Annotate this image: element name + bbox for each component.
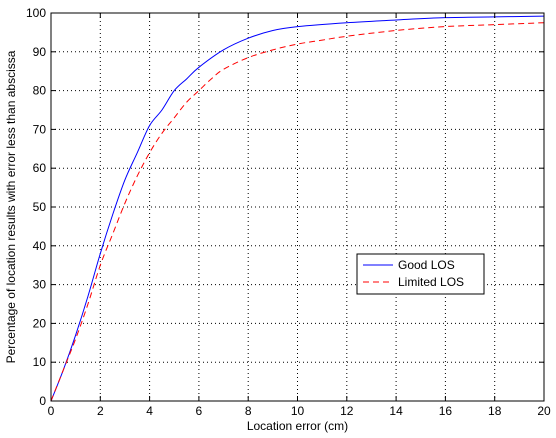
x-tick-label: 16 (439, 404, 453, 418)
x-tick-label: 6 (196, 404, 203, 418)
legend-box (356, 253, 485, 295)
axis-ticks (50, 12, 545, 402)
x-tick-label: 12 (340, 404, 354, 418)
y-tick-label: 80 (33, 84, 47, 98)
x-axis-label: Location error (cm) (247, 419, 348, 433)
tick-labels: 0 2 4 6 8 10 12 14 16 18 20 0 10 20 30 40 50 60 70 80 90 100 (26, 6, 551, 418)
y-tick-label: 100 (26, 6, 46, 20)
y-tick-label: 70 (33, 122, 47, 136)
legend-label-limited-los: Limited LOS (398, 275, 464, 289)
plot-frame (50, 12, 545, 402)
x-tick-label: 10 (291, 404, 305, 418)
y-tick-label: 20 (33, 316, 47, 330)
y-tick-label: 40 (33, 239, 47, 253)
x-tick-label: 20 (537, 404, 551, 418)
y-tick-label: 10 (33, 355, 47, 369)
legend: Good LOS Limited LOS (356, 253, 485, 295)
y-tick-label: 50 (33, 200, 47, 214)
y-tick-label: 90 (33, 45, 47, 59)
series-line-good-los (50, 15, 545, 402)
x-tick-label: 4 (146, 404, 153, 418)
y-tick-label: 0 (39, 394, 46, 408)
y-tick-label: 30 (33, 278, 47, 292)
x-tick-label: 0 (48, 404, 55, 418)
legend-label-good-los: Good LOS (398, 258, 455, 272)
x-tick-label: 2 (97, 404, 104, 418)
series-lines (50, 15, 545, 402)
x-tick-label: 14 (389, 404, 403, 418)
grid-lines (51, 13, 544, 401)
series-line-limited-los (50, 22, 545, 402)
x-tick-label: 8 (245, 404, 252, 418)
y-tick-label: 60 (33, 161, 47, 175)
x-tick-label: 18 (488, 404, 502, 418)
y-axis-label: Percentage of location results with erro… (4, 50, 18, 363)
